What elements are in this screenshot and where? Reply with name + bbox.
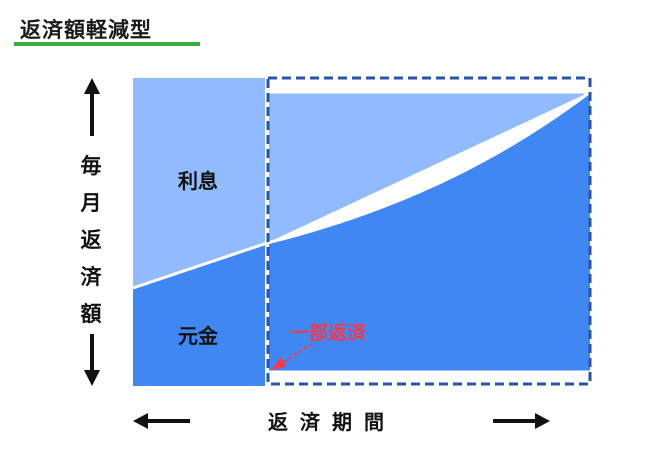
y-axis-label-char: 額 <box>80 302 102 326</box>
y-axis-label-char: 月 <box>80 191 102 215</box>
interest-area-after <box>267 92 590 243</box>
y-axis-label-char: 毎 <box>80 154 102 178</box>
title-underline <box>14 42 200 46</box>
diagram-title: 返済額軽減型 <box>20 18 152 42</box>
y-axis-label-char: 返 <box>80 228 102 252</box>
principal-area-after <box>267 92 590 372</box>
callout-arrow-head <box>271 357 286 370</box>
x-axis-label: 返済期間 <box>268 410 396 434</box>
x-axis-left-arrow-icon <box>133 413 190 429</box>
original-amount-outline <box>266 76 592 386</box>
y-axis-label-char: 済 <box>80 265 102 289</box>
x-axis-right-arrow-icon <box>493 413 550 429</box>
principal-area-before <box>133 243 267 386</box>
interest-label: 利息 <box>178 169 218 193</box>
callout-arrow-line <box>279 342 313 366</box>
partial-repayment-callout: 一部返済 <box>290 322 367 344</box>
principal-label: 元金 <box>178 324 218 348</box>
y-axis-down-arrow-icon <box>84 334 100 386</box>
y-axis-label: 毎 月 返 済 額 <box>78 148 104 333</box>
interest-principal-curve <box>132 90 591 290</box>
y-axis-up-arrow-icon <box>84 78 100 136</box>
